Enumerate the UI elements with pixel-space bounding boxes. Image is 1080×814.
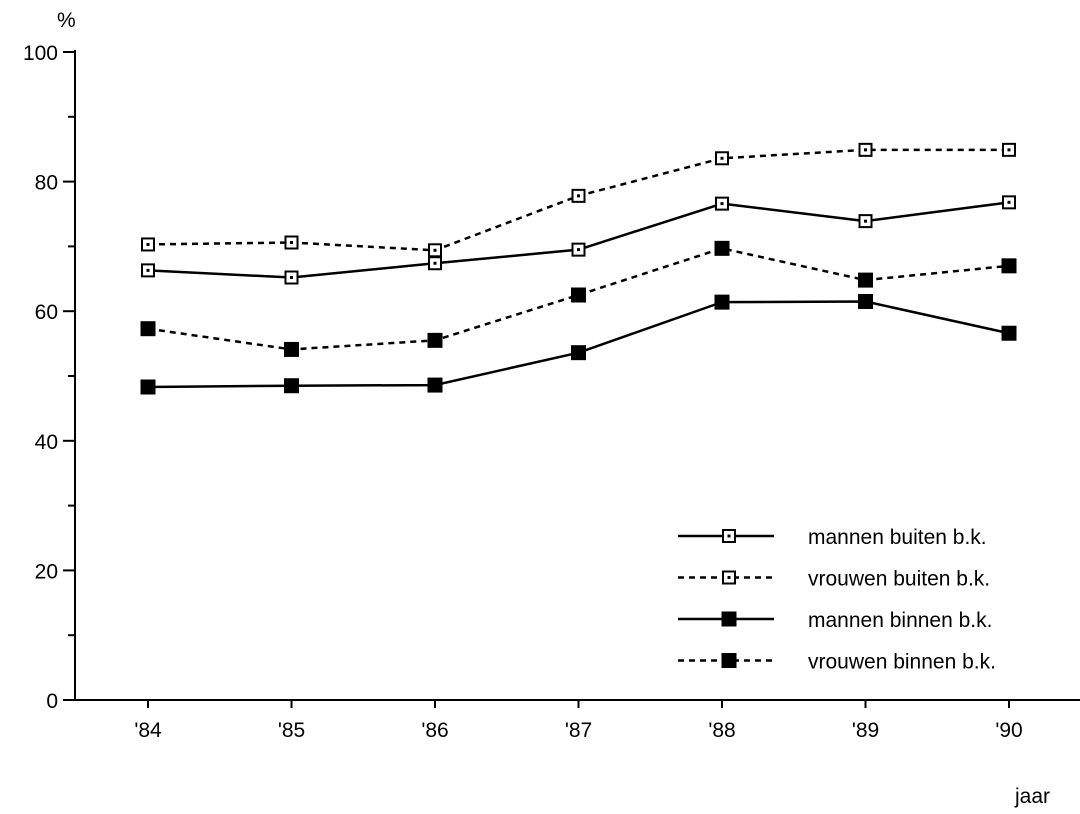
data-point: [571, 287, 586, 303]
legend-entry: mannen binnen b.k.: [678, 609, 992, 632]
data-point: [714, 294, 730, 310]
data-point: [284, 378, 299, 394]
y-tick-label: 100: [23, 42, 58, 65]
data-point: [858, 214, 873, 229]
data-point: [715, 151, 729, 166]
x-tick-label: '87: [565, 719, 592, 742]
y-axis-ticks: 0 20 40 60 80 100: [23, 42, 75, 713]
data-point: [714, 240, 730, 256]
data-point: [284, 235, 299, 250]
y-tick-label: 60: [35, 301, 58, 324]
series-3: [140, 293, 1017, 395]
y-tick-label: 0: [46, 690, 58, 713]
data-point: [427, 377, 443, 393]
legend-marker: [722, 570, 736, 585]
data-point: [428, 243, 442, 258]
data-point: [1001, 258, 1017, 274]
data-point: [284, 270, 299, 285]
data-point: [140, 321, 156, 337]
x-axis-title: jaar: [1014, 785, 1050, 808]
y-tick-label: 80: [35, 172, 58, 195]
legend-label: vrouwen buiten b.k.: [808, 568, 990, 591]
legend-marker: [721, 611, 737, 627]
legend-entry: vrouwen buiten b.k.: [678, 568, 990, 591]
axes: [74, 50, 1080, 701]
data-point: [284, 341, 299, 357]
x-tick-label: '88: [708, 719, 735, 742]
data-point: [1002, 195, 1016, 210]
data-point: [141, 237, 155, 252]
data-point: [858, 142, 873, 157]
legend-label: vrouwen binnen b.k.: [808, 651, 996, 674]
series-2: [141, 142, 1016, 258]
series-1: [141, 195, 1016, 285]
legend-label: mannen binnen b.k.: [808, 609, 992, 632]
x-axis-ticks: '84 '85 '86 '87 '88 '89 '90: [134, 700, 1023, 742]
y-tick-label: 40: [35, 431, 58, 454]
legend-entry: vrouwen binnen b.k.: [678, 651, 996, 674]
series-group: [140, 142, 1017, 395]
x-tick-label: '85: [278, 719, 305, 742]
data-point: [858, 272, 873, 288]
x-tick-label: '90: [995, 719, 1022, 742]
x-tick-label: '86: [421, 719, 448, 742]
series-line: [147, 201, 1010, 279]
legend: mannen buiten b.k. vrouwen buiten b.k. man…: [678, 526, 996, 674]
data-point: [1001, 325, 1017, 341]
legend-entry: mannen buiten b.k.: [678, 526, 987, 549]
data-point: [858, 293, 873, 309]
data-point: [1002, 142, 1016, 157]
legend-marker: [721, 653, 737, 668]
data-point: [140, 379, 156, 395]
data-point: [715, 196, 729, 211]
legend-label: mannen buiten b.k.: [808, 526, 987, 549]
x-tick-label: '84: [134, 719, 162, 742]
series-4: [140, 240, 1017, 357]
data-point: [571, 345, 586, 361]
data-point: [427, 332, 443, 348]
data-point: [428, 256, 442, 271]
y-tick-label: 20: [35, 560, 58, 583]
legend-marker: [722, 529, 736, 543]
data-point: [571, 242, 586, 257]
data-point: [141, 263, 155, 278]
x-tick-label: '89: [852, 719, 879, 742]
series-line: [147, 300, 1010, 389]
y-axis-title: %: [57, 9, 76, 32]
data-point: [571, 188, 586, 203]
